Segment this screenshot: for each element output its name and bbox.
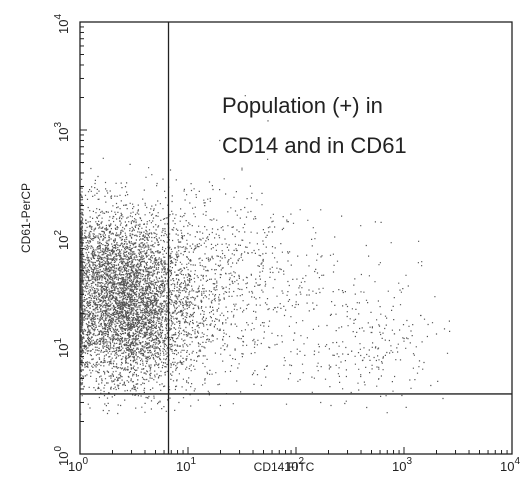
- data-points: [80, 95, 451, 415]
- x-tick-label: 100: [68, 456, 88, 474]
- x-tick-label: 103: [392, 456, 412, 474]
- svg-text:103: 103: [53, 122, 71, 142]
- svg-text:102: 102: [53, 230, 71, 250]
- x-tick-label: 104: [500, 456, 520, 474]
- svg-text:100: 100: [53, 446, 71, 466]
- y-tick-label: 100: [53, 446, 71, 466]
- y-axis-label-group: CD61-PerCP: [19, 183, 33, 253]
- y-tick-label: 102: [53, 230, 71, 250]
- event-dots: [80, 95, 451, 415]
- svg-text:101: 101: [53, 338, 71, 358]
- x-axis-title: CD14 FITC: [254, 460, 315, 474]
- y-tick-label: 103: [53, 122, 71, 142]
- svg-text:104: 104: [53, 14, 71, 34]
- y-tick-label: 101: [53, 338, 71, 358]
- y-axis-title: CD61-PerCP: [19, 183, 33, 253]
- y-tick-label: 104: [53, 14, 71, 34]
- x-tick-label: 101: [176, 456, 196, 474]
- annotation-line-1: Population (+) in: [222, 93, 383, 118]
- annotation-line-2: CD14 and in CD61: [222, 133, 407, 158]
